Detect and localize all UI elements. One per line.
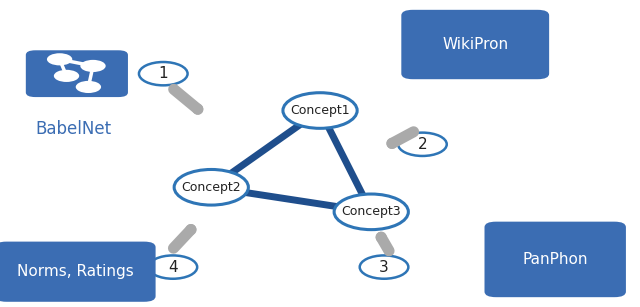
FancyBboxPatch shape — [484, 222, 626, 297]
Circle shape — [360, 255, 408, 279]
FancyBboxPatch shape — [401, 10, 549, 79]
Circle shape — [81, 60, 106, 72]
FancyBboxPatch shape — [0, 242, 156, 302]
Circle shape — [398, 133, 447, 156]
Text: 4: 4 — [168, 260, 178, 274]
Text: Concept3: Concept3 — [341, 205, 401, 218]
Text: PanPhon: PanPhon — [522, 252, 588, 267]
Text: Concept2: Concept2 — [182, 181, 241, 194]
Circle shape — [283, 93, 357, 128]
Text: 1: 1 — [159, 66, 168, 81]
Circle shape — [174, 169, 248, 205]
Text: Norms, Ratings: Norms, Ratings — [17, 264, 134, 279]
Text: WikiPron: WikiPron — [442, 37, 508, 52]
Circle shape — [148, 255, 197, 279]
Circle shape — [139, 62, 188, 85]
Circle shape — [47, 53, 72, 65]
Text: 3: 3 — [379, 260, 389, 274]
Circle shape — [76, 81, 101, 93]
Text: Concept1: Concept1 — [290, 104, 350, 117]
Text: BabelNet: BabelNet — [36, 120, 112, 138]
Text: 2: 2 — [418, 137, 428, 152]
FancyBboxPatch shape — [26, 50, 128, 97]
Circle shape — [334, 194, 408, 230]
Circle shape — [54, 70, 79, 82]
